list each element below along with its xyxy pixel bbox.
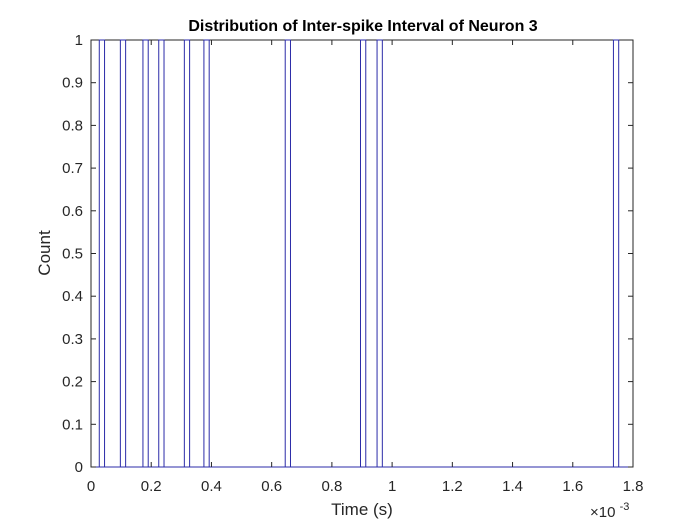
y-tick-label: 0.2: [62, 374, 83, 391]
histogram-bar: [612, 39, 620, 468]
x-tick-label: 0.4: [201, 478, 222, 495]
histogram-bar: [284, 39, 291, 468]
x-tick-label: 1: [388, 478, 396, 495]
x-tick-label: 1.2: [442, 478, 463, 495]
y-tick-label: 0: [75, 459, 83, 476]
y-tick-label: 0.5: [62, 246, 83, 263]
x-tick-label: 0.2: [141, 478, 162, 495]
x-tick-label: 0.8: [321, 478, 342, 495]
y-tick-label: 0.3: [62, 331, 83, 348]
histogram-bar: [183, 39, 191, 468]
histogram-bar: [203, 39, 210, 468]
y-tick-label: 1: [75, 32, 83, 49]
histogram-bars: [91, 39, 633, 468]
x-tick-label: 0.6: [261, 478, 282, 495]
histogram-bar: [158, 39, 165, 468]
x-tick-label: 0: [87, 478, 95, 495]
histogram-bar: [98, 39, 106, 468]
x-axis: 0 0.2 0.4 0.6 0.8 1 1.2 1.4 1.6 1.8: [87, 40, 644, 495]
y-tick-label: 0.8: [62, 117, 83, 134]
x-axis-label: Time (s): [331, 500, 393, 519]
x-tick-label: 1.8: [623, 478, 644, 495]
y-tick-label: 0.4: [62, 288, 83, 305]
x-tick-label: 1.6: [562, 478, 583, 495]
y-axis-label: Count: [35, 230, 54, 276]
histogram-bar: [359, 39, 367, 468]
chart-title: Distribution of Inter-spike Interval of …: [188, 18, 537, 35]
x-axis-exponent-power: -3: [620, 501, 630, 513]
y-axis: 0 0.1 0.2 0.3 0.4 0.5 0.6 0.7 0.8 0.9 1: [62, 32, 633, 476]
histogram-bar: [376, 39, 383, 468]
y-tick-label: 0.6: [62, 203, 83, 220]
y-tick-label: 0.7: [62, 160, 83, 177]
x-axis-exponent-base: ×10: [590, 504, 615, 521]
histogram-bar: [119, 39, 127, 468]
x-tick-label: 1.4: [502, 478, 523, 495]
histogram-bar: [142, 39, 149, 468]
x-axis-exponent: ×10 -3: [590, 501, 629, 521]
y-tick-label: 0.1: [62, 416, 83, 433]
y-tick-label: 0.9: [62, 75, 83, 92]
